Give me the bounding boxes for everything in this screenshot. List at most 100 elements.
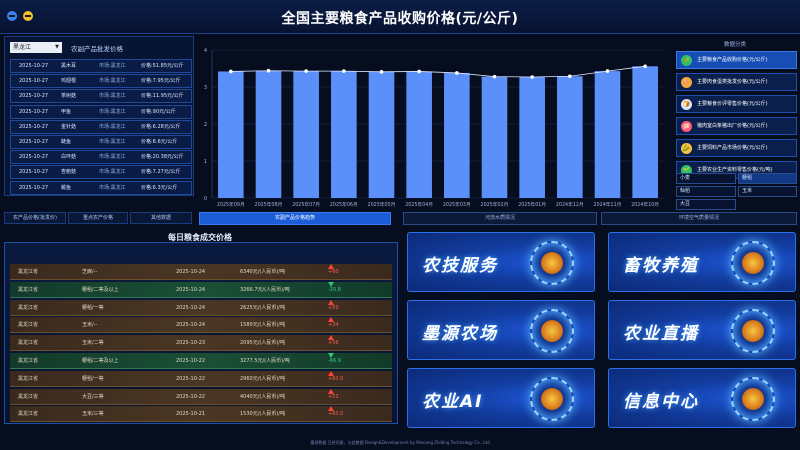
chart-line-point (379, 70, 384, 74)
x-tick-label: 2025年03月 (443, 201, 471, 208)
x-tick-label: 2025年07月 (292, 201, 320, 208)
price-list-item[interactable]: 2025-10-27 甲鱼 市场:黑龙江 价格:90元/公斤 (10, 104, 192, 119)
price-product: 杏鲍菇 (61, 169, 77, 176)
category-item[interactable]: 🥚 主要肉食蛋类批发价格(元/公斤) (676, 73, 797, 91)
row-product: 芝麻/-- (82, 269, 98, 275)
chart-line-point (492, 74, 497, 79)
row-change: +59 (328, 299, 339, 316)
price-list-item[interactable]: 2025-10-27 鸡翅根 市场:黑龙江 价格:7.95元/公斤 (10, 74, 192, 89)
row-product: 玉米/-- (82, 322, 98, 329)
price-product: 黑木耳 (61, 63, 77, 69)
category-item[interactable]: 🌾 主要粮食产品收购价格(元/公斤) (676, 51, 797, 69)
price-list-item[interactable]: 2025-10-27 杏鲍菇 市场:黑龙江 价格:7.27元/公斤 (10, 165, 192, 180)
price-date: 2025-10-27 (19, 139, 49, 145)
chart-bar (293, 71, 319, 198)
price-list-item[interactable]: 2025-10-27 鲢鱼 市场:黑龙江 价格:8.6元/公斤 (10, 135, 192, 149)
price-date: 2025-10-27 (19, 184, 49, 191)
chart-line-point (417, 69, 421, 74)
price-market: 市场:黑龙江 (99, 169, 126, 176)
tab-left-0[interactable]: 农产品价格(批发价) (4, 212, 66, 224)
table-row[interactable]: 黑龙江省 粳稻/一等 2025-10-24 2625元/(人民币)/吨 +59 (10, 299, 392, 316)
price-product: 鸡翅根 (61, 78, 77, 85)
x-tick-label: 2025年09月 (217, 201, 245, 208)
price-date: 2025-10-27 (19, 63, 49, 69)
row-change-value: +56 (328, 340, 339, 347)
feed-icon: 🌽 (681, 143, 692, 154)
table-row[interactable]: 黑龙江省 大豆/三等 2025-10-22 4040元/(人民币)/吨 +53 (10, 388, 392, 405)
x-tick-label: 2024年10月 (631, 201, 659, 208)
grain-filter-button[interactable]: 玉米 (738, 186, 797, 197)
price-list-item[interactable]: 2025-10-27 白环菇 市场:黑龙江 价格:20.38元/公斤 (10, 150, 192, 165)
table-row[interactable]: 黑龙江省 粳稻/二等及以上 2025-10-22 3277.5元/(人民币)/吨 -66… (10, 353, 392, 369)
table-row[interactable]: 黑龙江省 粳稻/一等 2025-10-22 2960元/(人民币)/吨 +60.0 (10, 370, 392, 387)
grain-filter-button[interactable]: 粳稻 (738, 173, 797, 184)
table-row[interactable]: 黑龙江省 粳稻/二等及以上 2025-10-24 3266.7元/(人民币)/吨 -20… (10, 281, 392, 298)
grain-filter-button[interactable]: 小麦 (676, 173, 736, 184)
row-change-value: +59 (328, 304, 339, 311)
row-product: 粳稻/二等及以上 (82, 358, 119, 364)
tab-left-1[interactable]: 重点农产价格 (68, 212, 128, 224)
table-row[interactable]: 黑龙江省 玉米/二等 2025-10-23 2095元/(人民币)/吨 +56 (10, 335, 392, 352)
table-row[interactable]: 黑龙江省 芝麻/-- 2025-10-24 6340元/(人民币)/吨 +60 (10, 264, 392, 280)
footer-credit: 墨源数据 已经同意，与此数据 Design&Development by Mox… (310, 440, 490, 445)
daily-price-title: 每日粮食成交价格 (168, 233, 232, 242)
price-value: 价格:8.6元/公斤 (141, 139, 178, 145)
row-change-value: +60 (328, 269, 339, 275)
chart-line-point (342, 69, 346, 73)
price-list-item[interactable]: 2025-10-27 茶树菇 市场:黑龙江 价格:11.95元/公斤 (10, 89, 192, 104)
egg-icon: 🥚 (681, 77, 692, 88)
category-item[interactable]: 🐖 猪肉室白条猪出厂价格(元/公斤) (676, 117, 797, 135)
chart-line-point (266, 68, 271, 73)
price-trend-chart: 0 1 2 3 4 2025年09月 2025年08月 2025年07月 2025年06月 202… (196, 38, 672, 210)
price-market: 市场:黑龙江 (99, 184, 126, 191)
price-value: 价格:51.85元/公斤 (141, 63, 184, 69)
service-card-emblem (541, 320, 563, 342)
arrow-up-icon (328, 317, 334, 323)
price-list-item[interactable]: 2025-10-27 黑木耳 市场:黑龙江 价格:51.85元/公斤 (10, 59, 192, 73)
grain-icon: 🌾 (681, 55, 692, 66)
table-row[interactable]: 黑龙江省 玉米/三等 2025-10-21 1530元/(人民币)/吨 +60.0 (10, 406, 392, 423)
close-window-icon[interactable] (7, 11, 17, 21)
row-province: 黑龙江省 (18, 269, 39, 275)
category-item[interactable]: 🌽 主要饲料产品市场价格(元/公斤) (676, 139, 797, 157)
grain-filter-button[interactable]: 籼稻 (676, 186, 736, 197)
row-change: +34 (328, 317, 339, 333)
chart-bar (255, 70, 282, 198)
table-row[interactable]: 黑龙江省 玉米/-- 2025-10-24 1580元/(人民币)/吨 +34 (10, 317, 392, 334)
chart-bar (444, 72, 470, 198)
row-date: 2025-10-23 (176, 340, 206, 347)
row-change: +56 (328, 335, 339, 351)
tab-middle-0[interactable]: 农副产品价格趋势 (199, 212, 391, 225)
row-change-value: -66.9 (328, 358, 341, 364)
province-select[interactable]: 黑龙江 ▼ (10, 42, 62, 53)
ai-icon (530, 377, 574, 421)
x-tick-label: 2025年02月 (481, 201, 509, 208)
grain-filter-button[interactable]: 大豆 (676, 199, 736, 210)
service-card[interactable]: 畜牧养殖 (608, 232, 796, 292)
chart-bar (218, 71, 244, 198)
row-price: 1580元/(人民币)/吨 (240, 322, 285, 329)
price-trend-chart-svg: 0 1 2 3 4 2025年09月 2025年08月 2025年07月 2025年06月 202… (204, 48, 664, 208)
row-price: 3277.5元/(人民币)/吨 (240, 358, 290, 364)
service-card[interactable]: 墨源农场 (407, 300, 595, 360)
service-card[interactable]: 农业AI (407, 368, 595, 428)
row-province: 黑龙江省 (18, 358, 39, 364)
category-item-label: 主要粮食产品收购价格(元/公斤) (697, 57, 768, 63)
service-card[interactable]: 农业直播 (608, 300, 796, 360)
chart-bar (331, 71, 357, 198)
service-card[interactable]: 农技服务 (407, 232, 595, 292)
chart-bar (368, 71, 395, 198)
tab-left-2[interactable]: 其他数据 (130, 212, 192, 224)
row-price: 2095元/(人民币)/吨 (240, 340, 285, 347)
service-card[interactable]: 信息中心 (608, 368, 796, 428)
service-card-label: 农业AI (422, 392, 484, 412)
tab-middle-2[interactable]: 环境空气质量情况 (601, 212, 797, 225)
price-list-item[interactable]: 2025-10-27 鲅鱼 市场:黑龙江 价格:6.3元/公斤 (10, 180, 192, 195)
category-item[interactable]: 🍞 主要粮食价评零售价格(元/公斤) (676, 95, 797, 113)
pig-icon: 🐖 (681, 121, 692, 132)
price-list-item[interactable]: 2025-10-27 金针菇 市场:黑龙江 价格:6.28元/公斤 (10, 119, 192, 134)
x-tick-label: 2025年06月 (330, 201, 358, 208)
minimize-window-icon[interactable] (23, 11, 33, 21)
tab-middle-1[interactable]: 河流水质情况 (403, 212, 597, 225)
price-product: 甲鱼 (61, 108, 72, 115)
